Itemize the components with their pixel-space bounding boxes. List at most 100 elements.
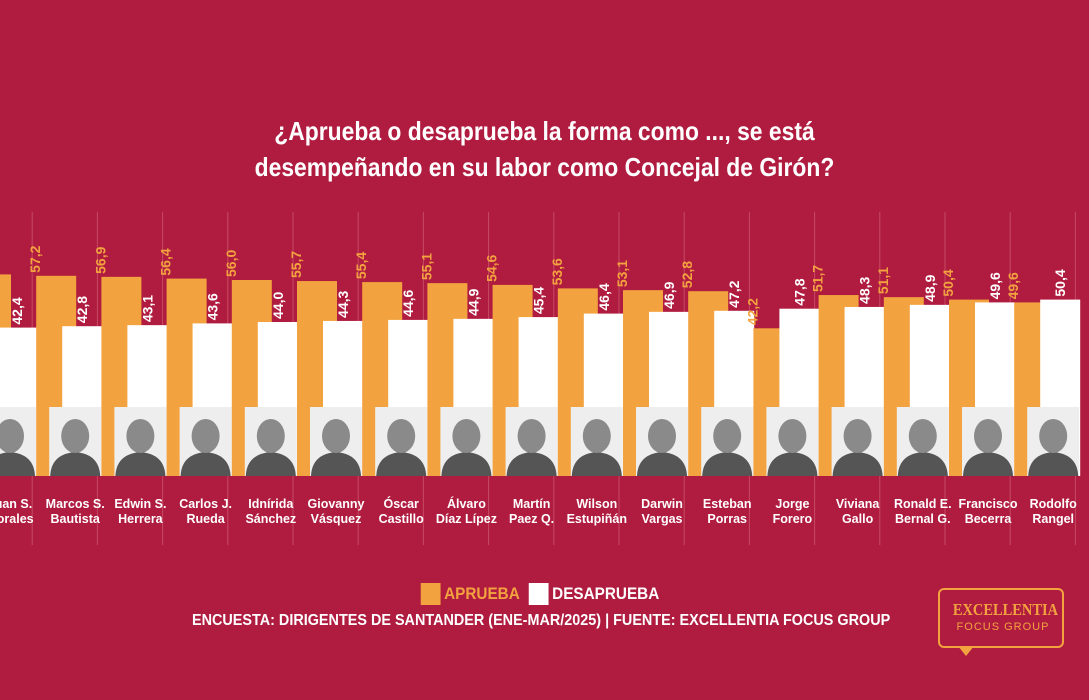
- candidate-group: 56,9 43,1 Edwin S. Herrera: [92, 212, 168, 545]
- legend-swatch-disapprove: [528, 583, 549, 605]
- photo-shoulders: [180, 452, 231, 476]
- candidate-group: 51,1 48,9 Ronald E. Bernal G.: [875, 212, 952, 545]
- candidate-name-line-1: Ronald E.: [894, 497, 952, 511]
- candidate-name-line-1: Juan S.: [0, 497, 32, 511]
- candidate-name: Francisco Becerra: [958, 497, 1017, 526]
- photo-head: [1039, 419, 1068, 453]
- candidate-photo: [310, 407, 362, 476]
- candidate-name: Giovanny Vásquez: [308, 497, 365, 526]
- candidate-name-line-2: Porras: [707, 512, 747, 526]
- value-label-disapprove: 44,3: [335, 290, 351, 317]
- candidate-name-line-1: Edwin S.: [114, 497, 166, 511]
- candidate-name: Carlos J. Rueda: [179, 497, 232, 526]
- photo-shoulders: [50, 452, 101, 476]
- value-label-disapprove: 47,2: [726, 280, 742, 307]
- title-line-1: ¿Aprueba o desaprueba la forma como ...,…: [274, 116, 815, 146]
- photo-shoulders: [506, 452, 557, 476]
- photo-head: [256, 419, 285, 453]
- candidate-name-line-2: Rueda: [186, 512, 225, 526]
- candidate-name-line-2: Morales: [0, 512, 34, 526]
- value-label-disapprove: 44,9: [465, 288, 481, 315]
- candidate-photo: [896, 407, 949, 476]
- candidate-name: Ronald E. Bernal G.: [894, 497, 952, 526]
- value-label-disapprove: 43,1: [139, 295, 155, 322]
- photo-shoulders: [767, 452, 818, 476]
- photo-shoulders: [1028, 452, 1079, 476]
- candidate-group: 51,7 48,3 Viviana Gallo: [810, 212, 885, 545]
- candidate-name-line-2: Forero: [773, 512, 813, 526]
- candidate-photo: [701, 407, 754, 476]
- candidate-name-line-2: Bernal G.: [895, 512, 951, 526]
- candidate-photo: [244, 407, 297, 476]
- candidate-group: 50,4 49,6 Francisco Becerra: [940, 212, 1018, 545]
- photo-head: [713, 419, 742, 453]
- value-label-disapprove: 46,9: [661, 281, 677, 308]
- value-label-disapprove: 45,4: [531, 287, 547, 314]
- legend-swatch-approve: [420, 583, 441, 605]
- photo-shoulders: [963, 452, 1013, 476]
- logo-name: EXCELLENTIA: [952, 600, 1059, 619]
- candidate-group: 53,1 46,9 Darwin Vargas: [614, 212, 689, 545]
- candidate-group: 55,1 44,9 Álvaro Díaz Lípez: [418, 212, 497, 545]
- candidate-name: Óscar Castillo: [379, 496, 425, 526]
- candidate-name-line-1: Darwin: [641, 497, 683, 511]
- candidate-name-line-2: Gallo: [842, 512, 874, 526]
- candidate-name-line-1: Esteban: [703, 497, 752, 511]
- photo-shoulders: [0, 452, 35, 476]
- candidate-name-line-2: Castillo: [379, 512, 425, 526]
- photo-head: [582, 419, 611, 453]
- value-label-disapprove: 42,8: [74, 296, 90, 323]
- logo-subtitle: FOCUS GROUP: [956, 621, 1050, 633]
- value-label-disapprove: 44,6: [400, 289, 416, 316]
- candidate-name-line-2: Estupiñán: [567, 512, 627, 526]
- photo-head: [517, 419, 546, 453]
- photo-head: [387, 419, 416, 453]
- photo-head: [0, 419, 24, 453]
- candidate-photo: [570, 407, 623, 476]
- candidate-name: Martín Paez Q.: [509, 497, 554, 526]
- value-label-approve: 56,4: [158, 248, 174, 275]
- photo-head: [908, 419, 937, 453]
- candidate-group: 55,4 44,6 Óscar Castillo: [353, 212, 429, 545]
- photo-head: [452, 419, 481, 453]
- candidate-name-line-2: Sánchez: [245, 512, 296, 526]
- candidate-name: Juan S.Morales: [0, 497, 34, 526]
- candidate-photo: [114, 407, 167, 476]
- photo-shoulders: [832, 452, 883, 476]
- photo-shoulders: [897, 452, 948, 476]
- candidate-name-line-1: Giovanny: [308, 497, 365, 511]
- photo-head: [648, 419, 676, 453]
- photo-shoulders: [115, 452, 166, 476]
- chart-title: ¿Aprueba o desaprueba la forma como ...,…: [65, 113, 1023, 185]
- candidate-name-line-1: Francisco: [958, 497, 1017, 511]
- photo-head: [126, 419, 155, 453]
- candidate-name-line-1: Rodolfo: [1030, 497, 1078, 511]
- photo-shoulders: [637, 452, 687, 476]
- value-label-disapprove: 42,4: [9, 297, 25, 324]
- candidate-photo: [505, 407, 558, 476]
- candidate-photo: [375, 407, 428, 476]
- photo-shoulders: [702, 452, 753, 476]
- candidate-name: Esteban Porras: [703, 497, 752, 526]
- title-line-2: desempeñando en su labor como Concejal d…: [254, 152, 835, 182]
- candidate-group: 56,0 44,0 Idnírida Sánchez: [223, 212, 298, 545]
- candidate-name-line-2: Rangel: [1032, 512, 1074, 526]
- value-label-disapprove: 48,9: [922, 274, 938, 301]
- value-label-disapprove: 44,0: [270, 292, 286, 319]
- value-label-disapprove: 47,8: [791, 278, 807, 305]
- value-label-approve: 54,6: [484, 254, 500, 281]
- value-label-approve: 50,4: [940, 269, 956, 296]
- photo-shoulders: [311, 452, 361, 476]
- value-label-disapprove: 49,6: [987, 272, 1003, 299]
- candidate-name: Idnírida Sánchez: [245, 497, 296, 526]
- candidate-name-line-2: Becerra: [965, 512, 1013, 526]
- candidate-name-line-1: Álvaro: [447, 496, 486, 511]
- candidate-group: 42,2 47,8 Jorge Forero: [744, 212, 820, 545]
- value-label-approve: 42,2: [744, 298, 760, 325]
- logo-speech-tail: [958, 646, 974, 656]
- candidate-name-line-2: Vásquez: [311, 512, 362, 526]
- value-label-disapprove: 50,4: [1052, 269, 1068, 296]
- photo-shoulders: [571, 452, 622, 476]
- candidate-name-line-2: Bautista: [51, 512, 101, 526]
- candidate-photo: [49, 407, 102, 476]
